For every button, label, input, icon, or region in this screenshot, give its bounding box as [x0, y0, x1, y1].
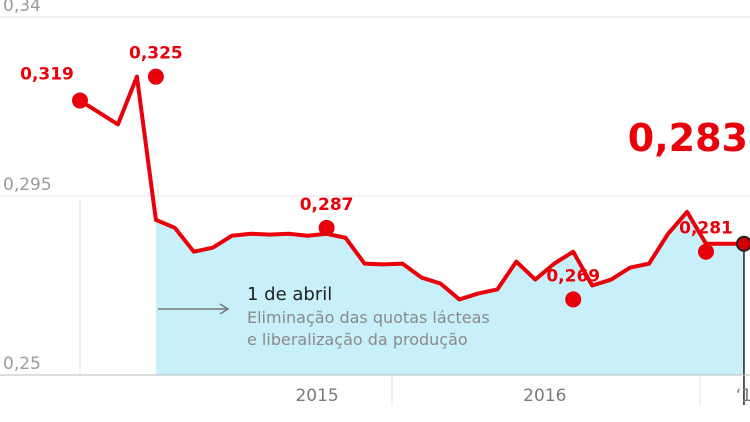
y-tick-label: 0,25 — [3, 354, 41, 374]
annotation-title: 1 de abril — [247, 284, 332, 305]
data-point-marker — [72, 92, 88, 109]
last-point-marker — [735, 235, 750, 252]
series-line — [78, 74, 746, 302]
last-point-label: 0,283 — [628, 116, 748, 160]
x-tick-label: 2015 — [295, 386, 338, 406]
data-point-marker — [698, 243, 715, 260]
data-point-label: 0,319 — [20, 65, 74, 85]
data-point-label: 0,269 — [546, 266, 600, 286]
data-point-label: 0,281 — [679, 219, 733, 239]
data-point-marker — [147, 68, 164, 85]
data-point-marker — [318, 219, 335, 236]
y-tick-label: 0,295 — [3, 175, 52, 195]
x-tick-label: ‘17 — [736, 386, 750, 406]
x-tick-label: 2016 — [523, 386, 566, 406]
data-point-label: 0,325 — [129, 44, 183, 64]
y-tick-label: 0,34 — [3, 0, 41, 16]
annotation-arrow-head — [219, 303, 230, 315]
annotation-subtitle-line2: e liberalização da produção — [247, 330, 468, 349]
data-point-marker — [565, 291, 582, 308]
annotation-subtitle-line1: Eliminação das quotas lácteas — [247, 308, 490, 327]
data-point-label: 0,287 — [300, 195, 354, 215]
